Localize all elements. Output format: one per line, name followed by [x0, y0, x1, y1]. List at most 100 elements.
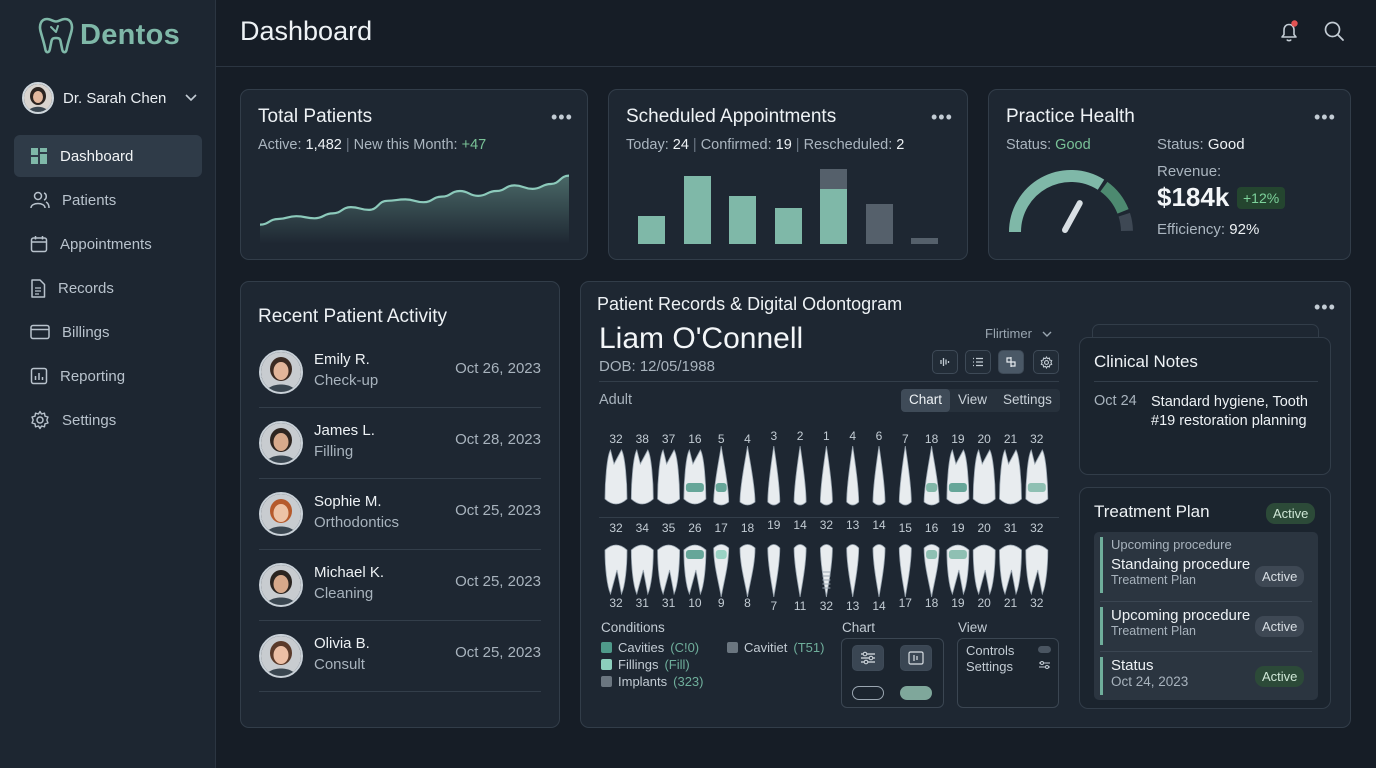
notes-divider	[1094, 381, 1318, 382]
legend-implants: Implants (323)	[601, 674, 704, 689]
toggle-on[interactable]	[900, 686, 932, 700]
teeth-svg	[604, 445, 1049, 598]
gear-icon	[31, 410, 49, 430]
tooth-number: 21	[1003, 596, 1018, 610]
upper-tooth	[872, 445, 886, 506]
lower-tooth	[657, 544, 681, 596]
gear-icon	[1040, 355, 1052, 369]
upper-tooth	[657, 448, 681, 505]
lower-tooth	[819, 544, 833, 598]
sidebar-item-settings[interactable]: Settings	[14, 399, 202, 441]
tooth-number: 20	[977, 432, 991, 446]
tooth-view-button[interactable]	[998, 350, 1024, 374]
list-item[interactable]: Upcoming procedure Treatment Plan Active	[1100, 607, 1312, 645]
upper-tooth	[713, 445, 730, 506]
patient-name: Sophie M.	[314, 493, 382, 510]
more-options-icon[interactable]: •••	[1314, 297, 1336, 317]
users-icon	[30, 191, 50, 209]
filter-dropdown[interactable]: Flirtimer	[985, 326, 1052, 341]
logo[interactable]: Dentos	[38, 16, 180, 54]
tooth-number: 16	[924, 521, 939, 535]
chart-settings-button[interactable]	[1033, 350, 1059, 374]
upper-tooth	[630, 448, 654, 505]
more-options-icon[interactable]: •••	[1314, 107, 1336, 127]
lower-tooth	[630, 544, 654, 596]
procedure-name: Upcoming procedure	[1111, 607, 1251, 624]
activity-date: Oct 25, 2023	[455, 573, 541, 590]
list-item[interactable]: Olivia B. Consult Oct 25, 2023	[259, 622, 541, 692]
bell-icon[interactable]	[1277, 20, 1301, 44]
tooth-number: 26	[688, 521, 702, 535]
procedure-name: Status	[1111, 657, 1154, 674]
tooth-number: 19	[767, 518, 781, 532]
tab-settings[interactable]: Settings	[1003, 392, 1052, 407]
note-text: Standard hygiene, Tooth #19 restoration …	[1151, 394, 1308, 429]
sidebar-item-patients[interactable]: Patients	[14, 179, 202, 221]
patient-name: James L.	[314, 422, 375, 439]
gauge-needle	[1062, 200, 1083, 233]
appointment-bar-extra	[820, 169, 847, 189]
tooth-number: 7	[901, 432, 909, 446]
activity-date: Oct 28, 2023	[455, 431, 541, 448]
search-icon[interactable]	[1323, 20, 1345, 42]
upper-tooth	[767, 445, 781, 506]
tooth-grid-icon	[1006, 357, 1016, 367]
adjust-button[interactable]	[852, 645, 884, 671]
sidebar-item-records[interactable]: Records	[14, 267, 202, 309]
user-menu[interactable]: Dr. Sarah Chen	[22, 82, 202, 114]
list-item[interactable]: Upcoming procedure Standaing procedure T…	[1100, 537, 1312, 593]
waveform-view-button[interactable]	[932, 350, 958, 374]
list-item[interactable]: James L. Filling Oct 28, 2023	[259, 409, 541, 479]
status-badge: Active	[1255, 666, 1305, 687]
tooth-number: 31	[661, 596, 676, 610]
total-patients-card: Total Patients ••• Active: 1,482 | New thi…	[240, 89, 588, 260]
list-item[interactable]: Sophie M. Orthodontics Oct 25, 2023	[259, 480, 541, 550]
sidebar-item-appointments[interactable]: Appointments	[14, 223, 202, 265]
sidebar-item-reporting[interactable]: Reporting	[14, 355, 202, 397]
conditions-title: Conditions	[601, 620, 665, 635]
tooth-number: 21	[1003, 432, 1018, 446]
activity-date: Oct 25, 2023	[455, 644, 541, 661]
list-view-button[interactable]	[965, 350, 991, 374]
sidebar-item-dashboard[interactable]: Dashboard	[14, 135, 202, 177]
legend-cavities: Cavities (C!0)	[601, 640, 699, 655]
efficiency: Efficiency: 92%	[1157, 221, 1260, 238]
tooth-chart: 32 38 37 16 5 4 3 2 1 4 6 7 18 19 20 21 32 32 34 35 26 17 18 19…	[581, 282, 1352, 729]
waveform-icon	[940, 358, 950, 366]
view-controls-title: View	[958, 620, 988, 635]
sidebar-item-billings[interactable]: Billings	[14, 311, 202, 353]
upper-tooth	[946, 448, 970, 505]
tooth-number: 14	[872, 518, 886, 532]
list-item[interactable]: Emily R. Check-up Oct 26, 2023	[259, 338, 541, 408]
tooth-number: 32	[609, 596, 623, 610]
sliders-icon[interactable]	[1038, 660, 1051, 670]
toggle-off[interactable]	[852, 686, 884, 700]
list-item[interactable]: Michael K. Cleaning Oct 25, 2023	[259, 551, 541, 621]
tooth-number: 14	[793, 518, 807, 532]
more-options-icon[interactable]: •••	[931, 107, 953, 127]
header: Dashboard	[216, 0, 1376, 67]
appointment-bar	[820, 189, 847, 244]
tab-view[interactable]: View	[958, 392, 988, 407]
procedure-name: Standaing procedure	[1111, 556, 1251, 573]
health-status-right: Status: Good	[1157, 136, 1245, 153]
legend-cavitiet: Cavitiet (T51)	[727, 640, 824, 655]
trend-line	[259, 174, 570, 226]
controls-toggle[interactable]	[1038, 646, 1051, 653]
treatment-plan-card: Treatment Plan Active Upcoming procedure…	[1079, 487, 1331, 709]
status-badge: Active	[1255, 566, 1305, 587]
procedure-sub: Treatment Plan	[1111, 573, 1196, 587]
tooth-number: 11	[793, 599, 807, 613]
page-title: Dashboard	[240, 16, 373, 46]
more-options-icon[interactable]: •••	[551, 107, 573, 127]
tab-chart[interactable]: Chart	[901, 389, 951, 412]
controls-label: Controls	[966, 643, 1015, 658]
list-item[interactable]: Status Oct 24, 2023 Active	[1100, 657, 1312, 695]
activity-date: Oct 26, 2023	[455, 360, 541, 377]
tooth-number: 31	[635, 596, 649, 610]
appointment-bar	[911, 238, 938, 244]
frame-button[interactable]	[900, 645, 932, 671]
tooth-number: 32	[609, 432, 623, 446]
upper-tooth	[604, 448, 628, 505]
gauge-segment	[1009, 170, 1105, 233]
